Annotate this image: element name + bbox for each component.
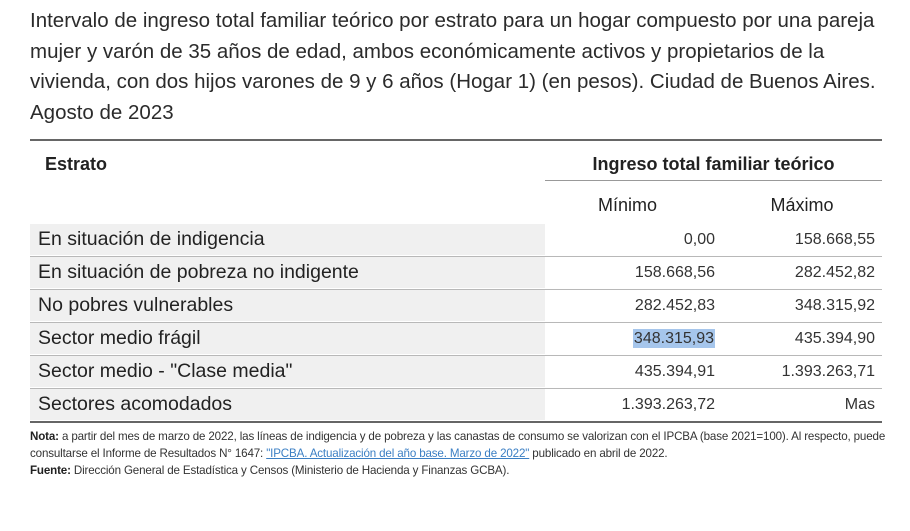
selected-text-highlight[interactable]: 348.315,93 <box>632 329 715 348</box>
source-text: Dirección General de Estadística y Censo… <box>70 464 510 477</box>
table-row: En situación de indigencia 0,00 158.668,… <box>30 224 882 257</box>
source-paragraph: Fuente: Dirección General de Estadística… <box>30 462 890 479</box>
note-text-end: publicado en abril de 2022. <box>529 447 668 460</box>
table-row: No pobres vulnerables 282.452,83 348.315… <box>30 290 882 323</box>
table-title: Intervalo de ingreso total familiar teór… <box>30 9 876 124</box>
row-maximo[interactable]: 348.315,92 <box>794 297 875 314</box>
ipcba-report-link[interactable]: "IPCBA. Actualización del año base. Marz… <box>266 447 530 460</box>
row-estrato: Sectores acomodados <box>30 389 545 420</box>
note-paragraph: Nota: a partir del mes de marzo de 2022,… <box>30 428 890 462</box>
row-minimo[interactable]: 0,00 <box>683 231 715 248</box>
row-maximo[interactable]: 158.668,55 <box>794 231 875 248</box>
table-notes: Nota: a partir del mes de marzo de 2022,… <box>30 428 890 479</box>
row-maximo[interactable]: 1.393.263,71 <box>781 363 875 380</box>
row-minimo[interactable]: 435.394,91 <box>634 363 715 380</box>
income-table: En situación de indigencia 0,00 158.668,… <box>30 224 882 423</box>
header-estrato: Estrato <box>45 154 108 174</box>
note-label: Nota: <box>30 430 59 443</box>
table-row: En situación de pobreza no indigente 158… <box>30 257 882 290</box>
table-row: Sector medio frágil 348.315,93 435.394,9… <box>30 323 882 356</box>
note-text: a partir del mes de marzo de 2022, las l… <box>30 430 886 460</box>
row-maximo[interactable]: Mas <box>844 396 875 413</box>
header-minimo: Mínimo <box>597 195 657 215</box>
row-minimo[interactable]: 158.668,56 <box>634 264 715 281</box>
row-minimo[interactable]: 282.452,83 <box>634 297 715 314</box>
header-maximo: Máximo <box>770 195 834 215</box>
row-estrato: En situación de indigencia <box>30 224 545 255</box>
row-minimo[interactable]: 1.393.263,72 <box>621 396 715 413</box>
row-estrato: No pobres vulnerables <box>30 290 545 321</box>
row-maximo[interactable]: 282.452,82 <box>794 264 875 281</box>
row-estrato: Sector medio - "Clase media" <box>30 356 545 387</box>
source-label: Fuente: <box>30 464 71 477</box>
header-ingreso-total: Ingreso total familiar teórico <box>592 154 835 174</box>
table-top-rule <box>30 139 882 141</box>
table-row: Sectores acomodados 1.393.263,72 Mas <box>30 389 882 423</box>
row-estrato: Sector medio frágil <box>30 323 545 354</box>
table-row: Sector medio - "Clase media" 435.394,91 … <box>30 356 882 389</box>
row-maximo[interactable]: 435.394,90 <box>794 330 875 347</box>
row-minimo-selected[interactable]: 348.315,93 <box>545 323 715 354</box>
row-estrato: En situación de pobreza no indigente <box>30 257 545 288</box>
header-group-rule <box>545 180 882 181</box>
